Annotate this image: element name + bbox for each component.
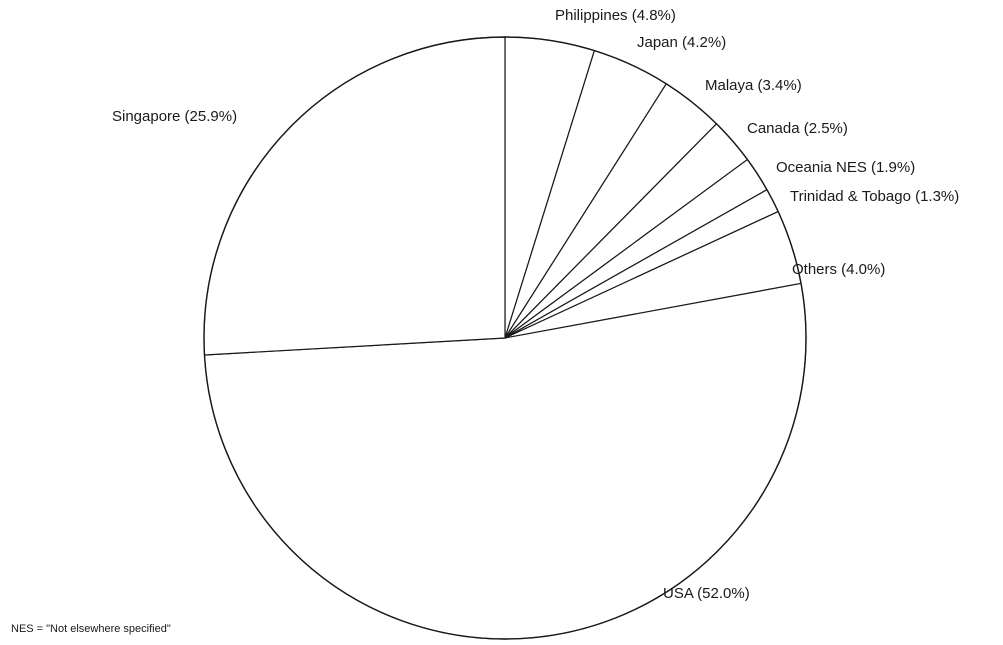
footnote: NES = "Not elsewhere specified" — [11, 623, 171, 635]
slice-label-singapore: Singapore (25.9%) — [112, 108, 237, 125]
slice-label-oceania-nes: Oceania NES (1.9%) — [776, 159, 915, 176]
pie-slices — [204, 37, 806, 639]
slice-label-trinidad-and-tobago: Trinidad & Tobago (1.3%) — [790, 188, 959, 205]
pie-slice-singapore — [204, 37, 505, 355]
slice-label-usa: USA (52.0%) — [663, 585, 750, 602]
slice-label-malaya: Malaya (3.4%) — [705, 77, 802, 94]
slice-label-philippines: Philippines (4.8%) — [555, 7, 676, 24]
slice-label-others: Others (4.0%) — [792, 261, 885, 278]
slice-label-japan: Japan (4.2%) — [637, 34, 726, 51]
slice-label-canada: Canada (2.5%) — [747, 120, 848, 137]
